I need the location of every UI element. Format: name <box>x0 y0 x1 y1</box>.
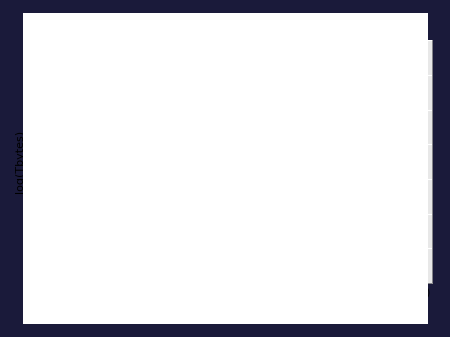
Title: Data volume: Data volume <box>201 22 281 35</box>
Bar <box>130 210 164 283</box>
Text: 100Tb: 100Tb <box>172 118 216 131</box>
Y-axis label: log(Tbytes): log(Tbytes) <box>15 130 25 193</box>
X-axis label: Survey: Survey <box>219 302 262 312</box>
Bar <box>318 147 352 283</box>
Bar <box>380 79 414 283</box>
Text: 10Tb: 10Tb <box>112 180 147 194</box>
Bar <box>67 240 101 283</box>
Bar <box>255 98 289 283</box>
Bar <box>192 148 227 283</box>
Text: 1000Tb: 1000Tb <box>219 68 271 82</box>
